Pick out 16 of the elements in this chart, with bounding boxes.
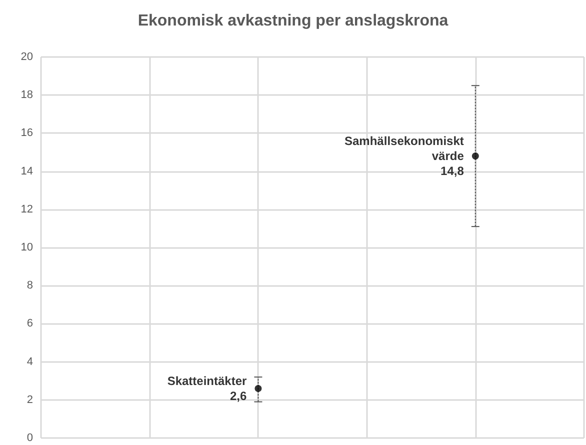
y-tick-label: 10 xyxy=(20,242,33,254)
data-label: 2,6 xyxy=(230,388,248,403)
series-label: Skatteintäkter xyxy=(167,374,248,388)
y-tick-label: 4 xyxy=(26,356,33,368)
y-tick-label: 18 xyxy=(20,89,33,102)
y-tick-label: 0 xyxy=(26,432,33,444)
series-label: Samhällsekonomiskt värde xyxy=(344,134,464,164)
y-tick-label: 16 xyxy=(20,127,33,140)
y-tick-label: 12 xyxy=(20,203,33,216)
y-tick-label: 8 xyxy=(26,280,33,292)
y-tick-label: 20 xyxy=(20,51,33,63)
chart-title: Ekonomisk avkastning per anslagskrona xyxy=(138,12,448,30)
data-label: 14,8 xyxy=(440,164,464,178)
y-tick-label: 14 xyxy=(20,165,33,178)
y-tick-label: 6 xyxy=(26,318,33,330)
y-tick-label: 2 xyxy=(26,394,33,406)
